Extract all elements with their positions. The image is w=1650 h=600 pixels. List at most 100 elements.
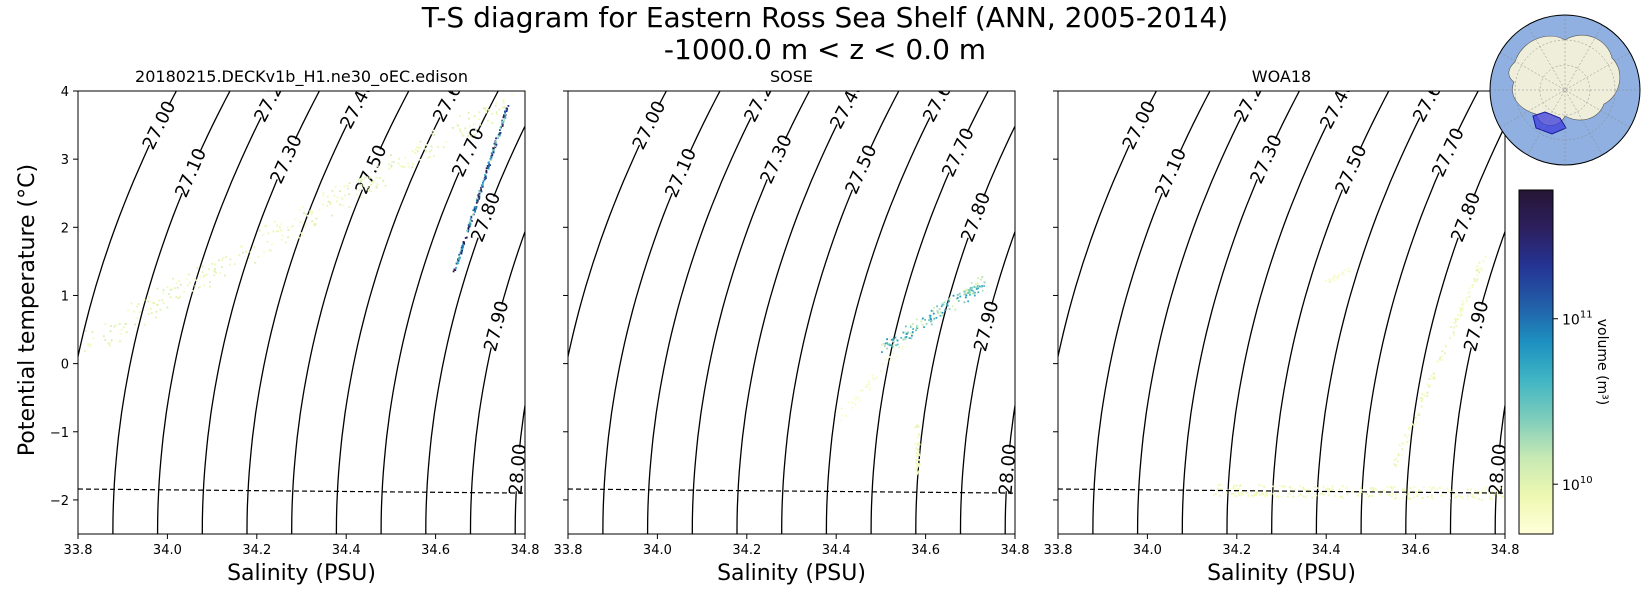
scatter-point [1460, 308, 1462, 311]
scatter-point [502, 99, 505, 101]
scatter-point [401, 165, 404, 168]
scatter-point [342, 204, 345, 207]
scatter-point [272, 230, 275, 233]
scatter-point [1458, 306, 1461, 309]
scatter-point [475, 206, 478, 208]
scatter-point [1407, 493, 1410, 495]
scatter-point [930, 318, 932, 321]
x-tick-label: 34.4 [822, 543, 851, 558]
scatter-point [868, 386, 870, 388]
scatter-point [151, 301, 154, 304]
scatter-point [933, 306, 935, 309]
isopycnal-line [1181, 91, 1301, 534]
scatter-point [127, 309, 129, 312]
scatter-point [1413, 486, 1416, 489]
scatter-point [176, 286, 179, 289]
scatter-point [457, 124, 459, 127]
scatter-point [427, 156, 429, 159]
scatter-point [177, 297, 180, 299]
scatter-point [1430, 490, 1432, 492]
scatter-point [185, 278, 188, 281]
scatter-point [923, 326, 925, 328]
scatter-point [921, 317, 924, 320]
scatter-point [120, 328, 123, 331]
scatter-point [1342, 271, 1344, 274]
scatter-point [1237, 492, 1240, 495]
volume-scatter [1212, 256, 1505, 501]
scatter-point [1413, 493, 1415, 495]
scatter-point [904, 338, 907, 340]
scatter-point [1307, 488, 1310, 491]
scatter-point [467, 227, 470, 230]
x-tick-label: 34.0 [153, 543, 182, 558]
scatter-point [488, 168, 490, 170]
scatter-point [194, 278, 197, 280]
scatter-point [103, 335, 105, 338]
scatter-point [196, 267, 199, 269]
scatter-point [501, 123, 504, 126]
scatter-point [276, 224, 279, 227]
scatter-point [390, 161, 393, 164]
scatter-point [501, 106, 504, 109]
scatter-point [1461, 300, 1464, 303]
scatter-point [1401, 489, 1404, 491]
scatter-point [360, 177, 362, 180]
scatter-point [187, 273, 190, 276]
scatter-point [474, 134, 476, 136]
scatter-point [452, 270, 455, 273]
scatter-point [936, 309, 939, 312]
scatter-point [478, 191, 481, 194]
scatter-point [845, 414, 847, 417]
scatter-point [1366, 493, 1368, 496]
scatter-point [136, 305, 138, 308]
scatter-point [886, 347, 888, 350]
scatter-point [1246, 492, 1249, 494]
scatter-point [454, 269, 457, 271]
scatter-point [915, 459, 918, 461]
scatter-point [223, 274, 226, 277]
scatter-point [468, 117, 470, 120]
scatter-point [965, 294, 968, 297]
scatter-point [1454, 496, 1457, 499]
scatter-point [267, 232, 270, 235]
scatter-point [1449, 337, 1452, 339]
scatter-point [209, 281, 211, 283]
scatter-point [358, 181, 361, 184]
scatter-point [925, 323, 928, 325]
scatter-point [214, 268, 216, 270]
scatter-point [495, 137, 497, 140]
scatter-point [424, 147, 426, 150]
scatter-point [273, 220, 276, 223]
scatter-point [460, 252, 463, 255]
scatter-point [1418, 414, 1421, 416]
scatter-point [1390, 495, 1393, 498]
scatter-point [1406, 436, 1409, 439]
scatter-point [473, 115, 476, 118]
scatter-point [333, 194, 336, 197]
scatter-point [287, 229, 290, 231]
isopycnal-line [469, 229, 525, 534]
x-tick-label: 33.8 [64, 543, 93, 558]
scatter-point [348, 206, 351, 208]
scatter-point [964, 289, 966, 292]
scatter-point [496, 136, 498, 139]
scatter-point [425, 144, 428, 146]
scatter-point [1402, 487, 1405, 490]
scatter-point [1394, 464, 1397, 466]
scatter-point [376, 165, 379, 167]
scatter-point [475, 129, 477, 131]
scatter-point [360, 180, 362, 183]
scatter-point [491, 121, 494, 124]
scatter-point [969, 289, 972, 292]
scatter-point [957, 300, 960, 302]
scatter-point [889, 360, 891, 363]
scatter-point [390, 166, 393, 169]
scatter-point [916, 454, 919, 457]
scatter-point [113, 325, 116, 328]
scatter-point [137, 303, 140, 305]
scatter-point [1422, 486, 1425, 489]
isopycnal-label: 27.00 [139, 98, 181, 153]
scatter-point [974, 291, 976, 294]
scatter-point [1247, 494, 1250, 497]
scatter-point [456, 260, 459, 263]
